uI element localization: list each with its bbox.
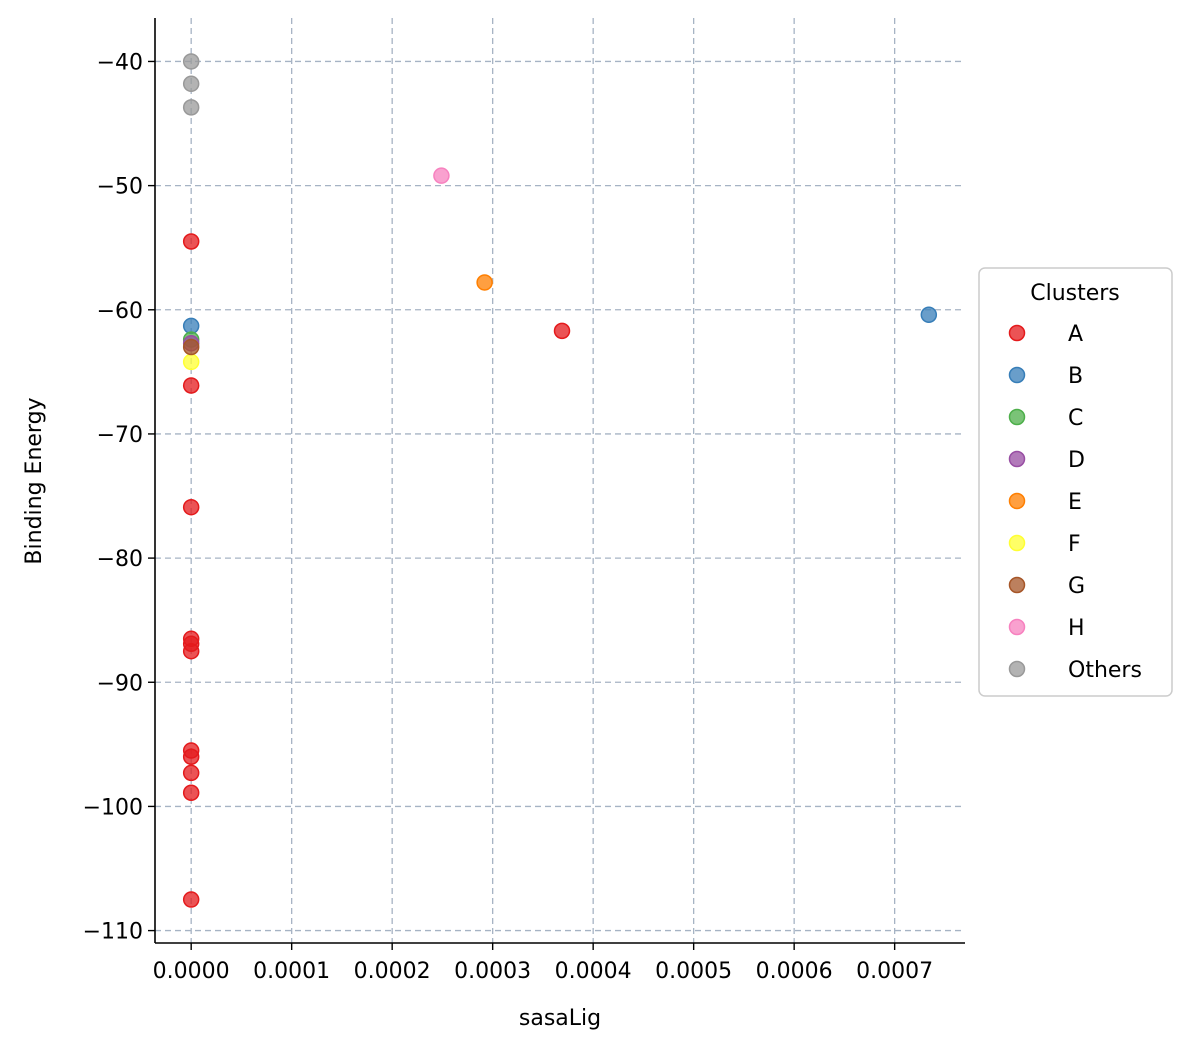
legend-marker: [1008, 576, 1026, 594]
x-tick-label: 0.0006: [756, 959, 833, 984]
legend-label: F: [1068, 532, 1081, 557]
x-tick-label: 0.0002: [354, 959, 431, 984]
data-point: [182, 338, 200, 356]
y-tick-label: −60: [97, 299, 143, 324]
y-tick-label: −70: [97, 423, 143, 448]
x-axis-label: sasaLig: [519, 1006, 601, 1031]
y-tick-label: −100: [83, 795, 143, 820]
legend-label: C: [1068, 406, 1083, 431]
data-point: [182, 498, 200, 516]
legend-title: Clusters: [1030, 281, 1120, 306]
legend-item: B: [1008, 364, 1083, 389]
data-point: [182, 99, 200, 116]
legend-marker: [1008, 618, 1026, 636]
x-tick-label: 0.0005: [655, 959, 732, 984]
data-point: [182, 748, 200, 766]
data-point: [433, 167, 450, 184]
y-tick-label: −80: [97, 547, 143, 572]
legend-box: [978, 267, 1173, 697]
legend-label: E: [1068, 490, 1082, 515]
legend-item: C: [1008, 406, 1083, 431]
data-point: [182, 784, 200, 802]
data-point: [182, 53, 200, 70]
data-point: [182, 233, 200, 250]
data-point: [182, 764, 200, 782]
x-tick-label: 0.0003: [454, 959, 531, 984]
x-tick-label: 0.0004: [555, 959, 632, 984]
y-tick-label: −40: [97, 50, 143, 75]
legend-item: E: [1008, 490, 1082, 515]
legend-marker: [1008, 366, 1026, 384]
legend-item: H: [1008, 616, 1085, 641]
legend-item: A: [1008, 322, 1083, 347]
x-tick-label: 0.0007: [856, 959, 933, 984]
data-points: [182, 53, 938, 908]
legend-marker: [1008, 450, 1026, 468]
data-point: [182, 642, 200, 660]
legend-label: B: [1068, 364, 1083, 389]
legend-marker: [1008, 660, 1026, 678]
y-axis-label: Binding Energy: [22, 397, 47, 564]
legend-marker: [1008, 324, 1026, 342]
data-point: [920, 306, 938, 323]
legend-label: Others: [1068, 658, 1142, 683]
legend-marker: [1008, 534, 1026, 552]
data-point: [182, 353, 200, 371]
axes: [154, 18, 965, 944]
ticks: 0.0000 0.0001 0.0002 0.0003 0.0004 0.0005 0.00…: [83, 50, 934, 984]
legend-label: G: [1068, 574, 1085, 599]
legend-marker: [1008, 408, 1026, 426]
legend-label: A: [1068, 322, 1083, 347]
legend-label: D: [1068, 448, 1085, 473]
y-tick-label: −110: [83, 920, 143, 945]
legend-marker: [1008, 492, 1026, 510]
data-point: [182, 891, 200, 908]
data-point: [476, 274, 493, 291]
data-point: [182, 317, 200, 335]
y-tick-label: −90: [97, 671, 143, 696]
data-point: [553, 322, 571, 340]
x-tick-label: 0.0001: [253, 959, 330, 984]
legend-item: D: [1008, 448, 1085, 473]
legend-item: Others: [1008, 658, 1142, 683]
data-point: [182, 75, 200, 93]
x-tick-label: 0.0000: [153, 959, 230, 984]
grid: [155, 18, 965, 943]
legend-item: F: [1008, 532, 1081, 557]
legend-item: G: [1008, 574, 1085, 599]
y-tick-label: −50: [97, 175, 143, 200]
legend-label: H: [1068, 616, 1085, 641]
data-point: [182, 377, 200, 394]
